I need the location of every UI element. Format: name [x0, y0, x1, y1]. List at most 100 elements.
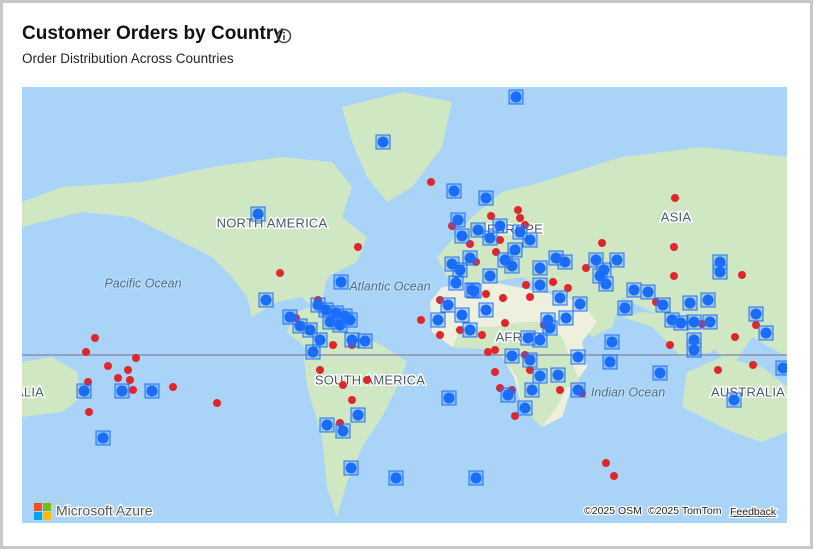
country-marker [307, 346, 319, 358]
country-marker [456, 230, 468, 242]
order-marker [82, 348, 90, 356]
country-marker [524, 354, 536, 366]
order-marker [496, 384, 504, 392]
order-marker [491, 346, 499, 354]
order-marker [487, 212, 495, 220]
country-marker [688, 344, 700, 356]
order-marker [522, 281, 530, 289]
land [222, 217, 352, 297]
country-marker [572, 351, 584, 363]
country-marker [657, 299, 669, 311]
country-marker [146, 385, 158, 397]
country-marker [450, 277, 462, 289]
order-marker [316, 366, 324, 374]
country-marker [560, 312, 572, 324]
feedback-link[interactable]: Feedback [729, 505, 778, 520]
country-marker [346, 334, 358, 346]
order-marker [482, 290, 490, 298]
map-label: NORTH AMERICA [217, 215, 328, 230]
map-label: ASIA [661, 209, 692, 224]
country-marker [466, 284, 478, 296]
country-marker [559, 256, 571, 268]
order-marker [348, 396, 356, 404]
order-marker [714, 366, 722, 374]
order-marker [339, 381, 347, 389]
order-marker [698, 320, 706, 328]
country-marker [534, 334, 546, 346]
info-icon[interactable] [276, 28, 292, 44]
country-marker [619, 302, 631, 314]
country-marker [314, 334, 326, 346]
country-marker [432, 314, 444, 326]
country-marker [600, 278, 612, 290]
country-marker [628, 284, 640, 296]
order-marker [124, 366, 132, 374]
map-label: AUSTRALIA [22, 384, 44, 399]
order-marker [670, 272, 678, 280]
country-marker [390, 472, 402, 484]
azure-logo [43, 503, 51, 511]
land [22, 357, 82, 417]
order-marker [336, 419, 344, 427]
country-marker [116, 385, 128, 397]
country-marker [335, 276, 347, 288]
country-marker [554, 292, 566, 304]
country-marker [760, 327, 772, 339]
azure-logo [34, 512, 42, 520]
order-marker [329, 341, 337, 349]
country-marker [352, 409, 364, 421]
country-marker [777, 362, 787, 374]
map[interactable]: NORTH AMERICAEUROPEASIAPacific OceanAtla… [22, 87, 787, 523]
order-marker [417, 316, 425, 324]
order-marker [526, 293, 534, 301]
order-marker [104, 362, 112, 370]
country-marker [534, 262, 546, 274]
country-marker [606, 336, 618, 348]
order-marker [526, 366, 534, 374]
order-marker [598, 239, 606, 247]
country-marker [611, 254, 623, 266]
order-marker [448, 222, 456, 230]
country-marker [524, 234, 536, 246]
country-marker [260, 294, 272, 306]
order-marker [514, 206, 522, 214]
order-marker [363, 376, 371, 384]
country-marker [675, 317, 687, 329]
azure-logo [43, 512, 51, 520]
brand: Microsoft Azure [56, 503, 153, 519]
order-marker [752, 321, 760, 329]
title: Customer Orders by Country [22, 23, 284, 44]
country-marker [728, 394, 740, 406]
country-marker [480, 304, 492, 316]
country-marker [472, 224, 484, 236]
land [22, 157, 367, 357]
country-marker [642, 286, 654, 298]
order-marker [501, 319, 509, 327]
order-marker [354, 243, 362, 251]
country-marker [97, 432, 109, 444]
order-marker [738, 271, 746, 279]
country-marker [78, 385, 90, 397]
country-marker [344, 314, 356, 326]
order-marker [478, 331, 486, 339]
order-marker [491, 368, 499, 376]
country-marker [750, 308, 762, 320]
country-marker [544, 322, 556, 334]
country-marker [574, 298, 586, 310]
country-marker [552, 369, 564, 381]
order-marker [126, 376, 134, 384]
land [342, 92, 452, 202]
country-marker [321, 419, 333, 431]
country-marker [604, 356, 616, 368]
country-marker [464, 324, 476, 336]
country-marker [470, 472, 482, 484]
order-marker [556, 386, 564, 394]
order-marker [456, 326, 464, 334]
country-marker [684, 297, 696, 309]
land [437, 147, 787, 367]
order-marker [91, 334, 99, 342]
country-marker [522, 332, 534, 344]
order-marker [749, 361, 757, 369]
order-marker [610, 472, 618, 480]
